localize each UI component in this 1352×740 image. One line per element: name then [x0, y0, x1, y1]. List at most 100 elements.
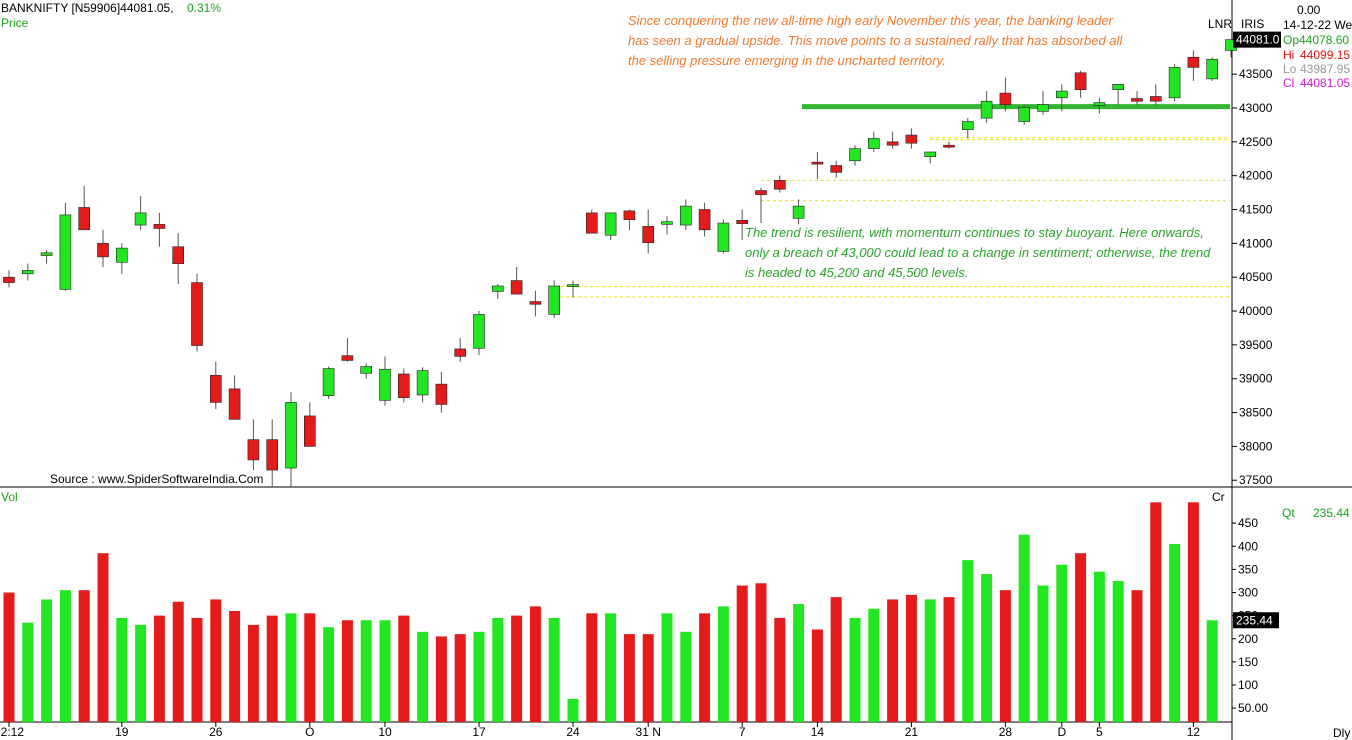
- candle-bullish: [867, 138, 880, 149]
- volume-qt-value: 235.44: [1313, 506, 1350, 520]
- volume-bar: [905, 594, 917, 722]
- date-tick-label: 31 N: [636, 725, 661, 739]
- candle-bearish: [341, 355, 354, 361]
- volume-bar: [360, 620, 372, 722]
- price-tick-label: 39000: [1239, 372, 1273, 386]
- volume-tick-label: 300: [1238, 586, 1258, 600]
- price-tick-label: 42000: [1239, 169, 1273, 183]
- candle-bearish: [943, 144, 955, 148]
- candle-bearish: [773, 180, 786, 190]
- candle-bearish: [1074, 72, 1087, 91]
- volume-bar: [887, 599, 899, 722]
- top-zero-value: 0.00: [1297, 3, 1321, 17]
- date-tick-label: 5: [1096, 725, 1103, 739]
- volume-bar: [811, 629, 823, 722]
- candle-bearish: [905, 134, 918, 144]
- candle-bearish: [78, 207, 90, 231]
- candle-bearish: [811, 161, 824, 165]
- candle-bullish: [717, 222, 730, 252]
- candle-bullish: [604, 212, 617, 236]
- volume-tick-label: 350: [1238, 562, 1258, 576]
- volume-bar: [642, 634, 654, 722]
- candle-bearish: [585, 212, 598, 234]
- close-label: Cl: [1283, 76, 1295, 90]
- candle-bullish: [924, 151, 937, 158]
- candle-bullish: [21, 270, 34, 275]
- volume-bar: [830, 597, 842, 722]
- price-tick-label: 38500: [1239, 406, 1273, 420]
- candle-bullish: [1018, 107, 1031, 122]
- candle-bearish: [999, 92, 1012, 105]
- volume-bar: [1131, 590, 1143, 722]
- last-price-label: 44081.0: [1236, 33, 1280, 47]
- candle-bearish: [642, 226, 655, 243]
- candle-bearish: [755, 190, 767, 195]
- candle-bearish: [1150, 96, 1162, 102]
- volume-bar: [492, 617, 504, 722]
- price-tick-label: 40000: [1239, 304, 1273, 318]
- candle-bearish: [303, 415, 316, 447]
- candle-bullish: [134, 212, 147, 226]
- candle-bearish: [529, 301, 542, 305]
- volume-bar: [943, 597, 955, 722]
- volume-bar: [266, 615, 278, 722]
- volume-bar: [548, 617, 560, 722]
- candle-bullish: [1112, 83, 1124, 91]
- date-tick-label: 21: [905, 725, 919, 739]
- volume-bar: [304, 613, 316, 722]
- volume-bar: [1206, 620, 1218, 722]
- last-volume-label: 235.44: [1236, 613, 1273, 627]
- price-tick-label: 43000: [1239, 101, 1273, 115]
- volume-tick-label: 200: [1238, 632, 1258, 646]
- price-tick-label: 38000: [1239, 439, 1273, 453]
- price-tick-label: 42500: [1239, 135, 1273, 149]
- candle-bearish: [623, 210, 636, 220]
- volume-bar: [41, 599, 53, 722]
- candle-bullish: [322, 368, 335, 396]
- volume-bar: [1075, 553, 1087, 722]
- candle-bearish: [228, 388, 241, 420]
- volume-bar: [247, 624, 259, 722]
- candle-bullish: [1056, 90, 1068, 99]
- high-label: Hi: [1283, 48, 1295, 62]
- candle-bearish: [266, 439, 279, 471]
- volume-tick-label: 150: [1238, 655, 1258, 669]
- candle-bullish: [40, 252, 53, 256]
- volume-bar: [680, 631, 692, 722]
- annotation-top: Since conquering the new all-time high e…: [628, 13, 1123, 68]
- candle-bearish: [830, 165, 843, 173]
- price-tick-label: 41000: [1239, 236, 1273, 250]
- volume-bar: [22, 622, 34, 722]
- candle-bullish: [116, 247, 128, 263]
- date-tick-label: 28: [999, 725, 1013, 739]
- lnr-label: LNR: [1208, 17, 1233, 31]
- volume-tick-label: 450: [1238, 516, 1258, 530]
- candle-bearish: [1187, 56, 1200, 68]
- volume-bar: [135, 624, 147, 722]
- date-tick-label: 26: [209, 725, 223, 739]
- candle-bullish: [849, 148, 861, 162]
- date-tick-label: 24: [566, 725, 580, 739]
- candle-bullish: [59, 214, 72, 290]
- candle-bullish: [1168, 67, 1181, 99]
- date-tick-label: 7: [739, 725, 746, 739]
- volume-unit-label: Cr: [1212, 490, 1225, 504]
- candle-bullish: [661, 221, 673, 225]
- candle-bearish: [454, 348, 467, 357]
- volume-bar: [962, 560, 974, 722]
- volume-tick-label: 400: [1238, 539, 1258, 553]
- volume-bar: [435, 636, 447, 722]
- volume-bar: [661, 613, 673, 722]
- symbol-label: BANKNIFTY [N59906]44081.05,: [1, 1, 174, 15]
- candle-bearish: [397, 373, 410, 398]
- volume-bar: [153, 615, 165, 722]
- volume-bar: [736, 585, 748, 722]
- volume-bar: [379, 620, 391, 722]
- date-tick-label: 10: [378, 725, 392, 739]
- candle-bearish: [510, 280, 523, 295]
- volume-qt-label: Qt: [1282, 506, 1295, 520]
- candle-bullish: [379, 368, 391, 401]
- volume-bar: [529, 606, 541, 722]
- high-price: 44099.15: [1300, 48, 1351, 62]
